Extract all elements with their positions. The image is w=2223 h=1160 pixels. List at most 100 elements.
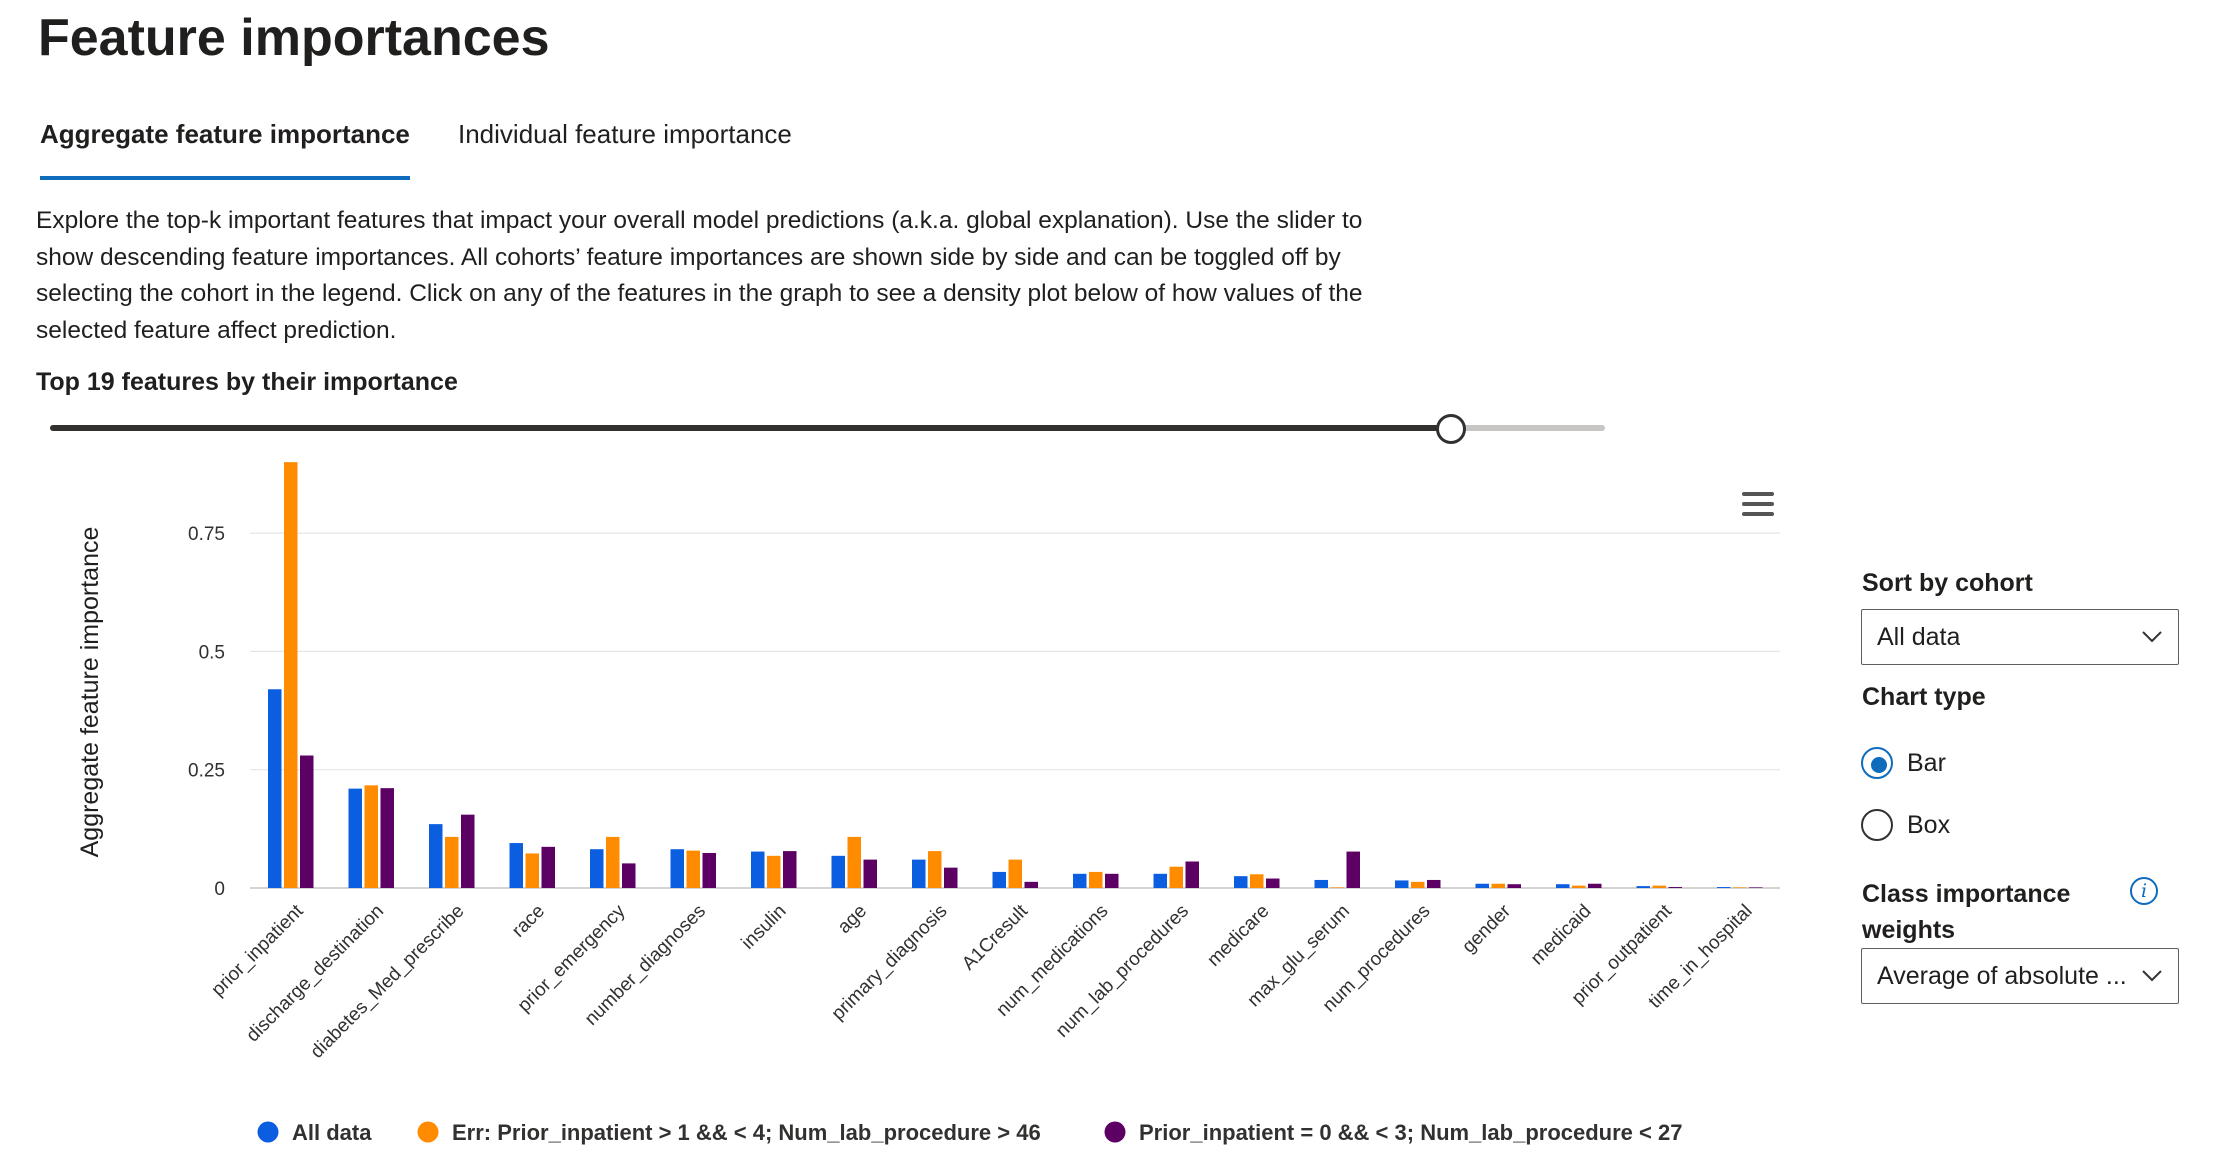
bar[interactable]: [1008, 859, 1023, 888]
bar[interactable]: [670, 849, 685, 888]
x-tick-label[interactable]: insulin: [738, 901, 791, 954]
bar[interactable]: [1395, 880, 1409, 888]
bar[interactable]: [944, 867, 958, 888]
bar[interactable]: [1411, 881, 1425, 888]
x-tick-label[interactable]: gender: [1458, 900, 1515, 957]
bar[interactable]: [847, 836, 862, 888]
radio-circle: [1861, 809, 1893, 841]
x-tick-label[interactable]: num_lab_procedures: [1052, 901, 1193, 1042]
x-tick-label[interactable]: discharge_destination: [242, 901, 388, 1047]
bar[interactable]: [831, 855, 846, 888]
sort-by-cohort-value: All data: [1877, 623, 1961, 651]
radio-label: Bar: [1907, 749, 1946, 777]
y-tick-label: 0.5: [199, 642, 225, 663]
chevron-down-icon: [2142, 631, 2162, 643]
bar[interactable]: [1105, 873, 1119, 888]
x-tick-label[interactable]: medicaid: [1527, 901, 1596, 970]
class-importance-weights-value: Average of absolute ...: [1877, 962, 2127, 990]
bar[interactable]: [1089, 871, 1103, 888]
hamburger-menu-icon[interactable]: [1742, 490, 1774, 518]
bar[interactable]: [1507, 884, 1522, 888]
bar[interactable]: [525, 853, 540, 888]
bar[interactable]: [1185, 861, 1200, 888]
bar[interactable]: [380, 788, 395, 888]
bar[interactable]: [767, 855, 781, 888]
y-tick-label: 0.75: [188, 524, 225, 545]
tab-individual-feature-importance[interactable]: Individual feature importance: [458, 112, 792, 172]
bar[interactable]: [1652, 885, 1667, 888]
bar[interactable]: [1234, 876, 1248, 888]
bar[interactable]: [1250, 874, 1264, 888]
slider-label: Top 19 features by their importance: [36, 368, 458, 396]
bar[interactable]: [751, 851, 765, 888]
bar[interactable]: [1733, 887, 1747, 888]
bar[interactable]: [541, 846, 556, 888]
bar[interactable]: [686, 850, 701, 888]
bar[interactable]: [1636, 886, 1651, 888]
bar[interactable]: [1330, 887, 1345, 888]
bar[interactable]: [1717, 887, 1731, 888]
chevron-down-icon: [2142, 970, 2162, 982]
bar[interactable]: [1668, 887, 1683, 888]
legend-swatch[interactable]: [417, 1121, 439, 1143]
tab-list: Aggregate feature importance Individual …: [34, 112, 934, 180]
sort-by-cohort-dropdown[interactable]: All data: [1861, 609, 2179, 665]
bar[interactable]: [284, 462, 298, 888]
x-tick-label[interactable]: race: [508, 901, 549, 942]
bar[interactable]: [268, 689, 282, 888]
bar[interactable]: [783, 851, 797, 888]
bar[interactable]: [1749, 887, 1763, 888]
class-importance-weights-dropdown[interactable]: Average of absolute ...: [1861, 948, 2179, 1004]
legend-entry[interactable]: All data: [292, 1120, 372, 1145]
bar[interactable]: [1169, 866, 1184, 888]
x-tick-label[interactable]: age: [834, 901, 871, 938]
bar[interactable]: [912, 859, 926, 888]
bar[interactable]: [509, 843, 524, 888]
chart-type-label: Chart type: [1862, 683, 1986, 711]
bar[interactable]: [928, 851, 942, 888]
class-importance-weights-label: Class importance weights: [1862, 880, 2071, 944]
x-tick-label[interactable]: A1Cresult: [958, 900, 1032, 974]
bar[interactable]: [300, 755, 314, 888]
bar[interactable]: [1556, 884, 1570, 888]
bar[interactable]: [364, 785, 379, 888]
bar[interactable]: [1153, 873, 1168, 888]
slider-fill: [50, 425, 1450, 431]
top-k-features-slider[interactable]: [50, 410, 1605, 446]
bar[interactable]: [590, 849, 604, 888]
bar[interactable]: [1588, 883, 1602, 888]
bar[interactable]: [1314, 879, 1329, 888]
slider-thumb[interactable]: [1436, 414, 1466, 444]
bar[interactable]: [1266, 878, 1280, 888]
bar[interactable]: [461, 814, 475, 888]
bar[interactable]: [992, 871, 1007, 888]
x-tick-label[interactable]: medicare: [1203, 901, 1273, 971]
description-text: Explore the top-k important features tha…: [36, 207, 1363, 344]
x-tick-label[interactable]: diabetes_Med_prescribe: [307, 901, 469, 1063]
bar[interactable]: [348, 788, 363, 888]
bar[interactable]: [445, 836, 459, 888]
tab-label: Aggregate feature importance: [40, 119, 410, 149]
legend-entry[interactable]: Prior_inpatient = 0 && < 3; Num_lab_proc…: [1139, 1120, 1682, 1145]
bar[interactable]: [606, 836, 620, 888]
tab-label: Individual feature importance: [458, 119, 792, 149]
bar[interactable]: [702, 852, 717, 888]
bar[interactable]: [863, 859, 878, 888]
bar[interactable]: [429, 824, 443, 888]
legend-swatch[interactable]: [257, 1121, 279, 1143]
radio-selected-dot: [1871, 757, 1887, 773]
tab-aggregate-feature-importance[interactable]: Aggregate feature importance: [40, 112, 410, 180]
bar[interactable]: [1427, 879, 1441, 888]
bar[interactable]: [1475, 883, 1490, 888]
bar[interactable]: [1572, 885, 1586, 888]
bar[interactable]: [622, 863, 636, 888]
legend-entry[interactable]: Err: Prior_inpatient > 1 && < 4; Num_lab…: [452, 1120, 1041, 1145]
legend-swatch[interactable]: [1104, 1121, 1126, 1143]
bar[interactable]: [1024, 881, 1039, 888]
info-icon[interactable]: i: [2130, 877, 2158, 905]
y-tick-label: 0: [214, 879, 225, 900]
y-tick-label: 0.25: [188, 761, 225, 782]
bar[interactable]: [1491, 883, 1506, 888]
bar[interactable]: [1073, 873, 1087, 888]
bar[interactable]: [1346, 851, 1361, 888]
